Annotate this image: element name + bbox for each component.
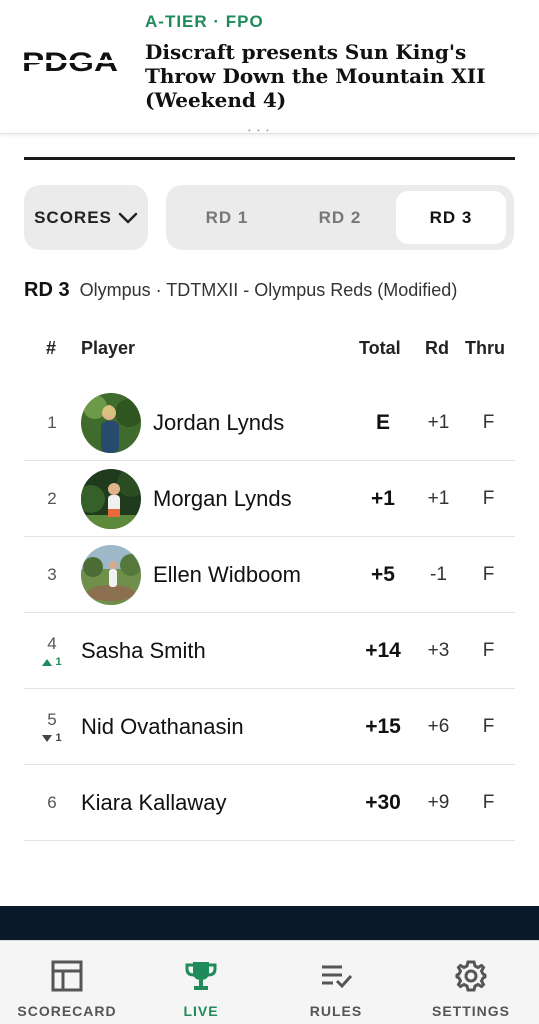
total-score: +1 — [371, 487, 395, 510]
table-row[interactable]: 3 Ellen Widboom +5 -1 F — [24, 537, 515, 613]
thru: F — [482, 488, 495, 509]
thru: F — [482, 716, 495, 737]
total-score: +5 — [371, 563, 395, 586]
round-score: +1 — [427, 412, 450, 433]
player-name[interactable]: Morgan Lynds — [153, 486, 292, 511]
table-row[interactable]: 1 Jordan Lynds E +1 F — [24, 385, 515, 461]
position-change: 1 — [42, 732, 62, 744]
round-score: -1 — [430, 564, 447, 585]
round-label: RD 3 — [24, 279, 70, 301]
position-change: 1 — [42, 656, 62, 668]
col-header-pos: # — [46, 338, 57, 358]
table-row[interactable]: 5 1 Nid Ovathanasin +15 +6 F — [24, 689, 515, 765]
event-title: Discraft presents Sun King's Throw Down … — [145, 40, 486, 112]
course-name: Olympus · TDTMXII - Olympus Reds (Modifi… — [79, 280, 458, 300]
player-name[interactable]: Kiara Kallaway — [81, 790, 227, 815]
thru: F — [482, 792, 495, 813]
table-row[interactable]: 2 Morgan Lynds +1 +1 F — [24, 461, 515, 537]
pdga-logo: PDGA — [22, 47, 118, 76]
scores-dropdown-label: SCORES — [34, 207, 112, 227]
tab-rd-3[interactable]: RD 3 — [396, 191, 506, 244]
gear-icon — [455, 960, 487, 992]
round-score: +1 — [427, 488, 450, 509]
thru: F — [482, 564, 495, 585]
row-position: 6 — [47, 793, 57, 812]
tab-rd-1[interactable]: RD 1 — [205, 207, 249, 227]
row-position: 5 1 — [24, 689, 80, 765]
col-header-player[interactable]: Player — [81, 338, 136, 358]
thru: F — [482, 412, 495, 433]
scores-dropdown[interactable]: SCORES — [24, 185, 148, 250]
total-score: E — [375, 411, 390, 434]
round-tabs: RD 1 RD 2 RD 3 — [166, 185, 514, 250]
player-avatar — [81, 545, 141, 605]
row-position: 1 — [47, 413, 57, 432]
scroll-indicator: • • • — [248, 126, 271, 135]
player-name[interactable]: Sasha Smith — [81, 638, 206, 663]
round-score: +6 — [427, 716, 450, 737]
event-header: PDGA A-TIER · FPO Discraft presents Sun … — [0, 0, 539, 135]
thru: F — [482, 640, 495, 661]
tab-rd-2[interactable]: RD 2 — [318, 207, 362, 227]
row-position: 4 1 — [24, 613, 80, 689]
player-name[interactable]: Ellen Widboom — [153, 562, 301, 587]
round-heading: RD 3 Olympus · TDTMXII - Olympus Reds (M… — [24, 279, 457, 302]
nav-scorecard[interactable]: SCORECARD — [0, 941, 134, 1024]
total-score: +14 — [365, 639, 401, 662]
row-position: 2 — [47, 489, 57, 508]
player-name[interactable]: Jordan Lynds — [153, 410, 285, 435]
player-avatar — [81, 469, 141, 529]
table-row[interactable]: 4 1 Sasha Smith +14 +3 F — [24, 613, 515, 689]
rules-icon — [322, 965, 353, 989]
total-score: +30 — [365, 791, 401, 814]
bottom-nav: SCORECARD LIVE RULES SETTINGS — [0, 940, 539, 1024]
chevron-down-icon — [118, 212, 138, 223]
row-position: 3 — [47, 565, 57, 584]
nav-settings[interactable]: SETTINGS — [404, 941, 538, 1024]
col-header-rd[interactable]: Rd — [425, 338, 449, 358]
col-header-total[interactable]: Total — [359, 338, 401, 358]
player-name[interactable]: Nid Ovathanasin — [81, 714, 244, 739]
round-score: +3 — [427, 640, 450, 661]
table-row[interactable]: 6 Kiara Kallaway +30 +9 F — [24, 765, 515, 841]
nav-live[interactable]: LIVE — [134, 941, 268, 1024]
arrow-down-icon — [42, 734, 53, 742]
player-avatar — [81, 393, 141, 453]
event-tier: A-TIER · FPO — [145, 12, 264, 31]
section-divider — [24, 157, 515, 160]
round-score: +9 — [427, 792, 450, 813]
total-score: +15 — [365, 715, 401, 738]
trophy-icon — [185, 962, 217, 990]
footer-band — [0, 906, 539, 940]
col-header-thru[interactable]: Thru — [465, 338, 505, 358]
nav-rules[interactable]: RULES — [269, 941, 403, 1024]
scorecard-icon — [51, 960, 83, 992]
arrow-up-icon — [42, 658, 53, 666]
